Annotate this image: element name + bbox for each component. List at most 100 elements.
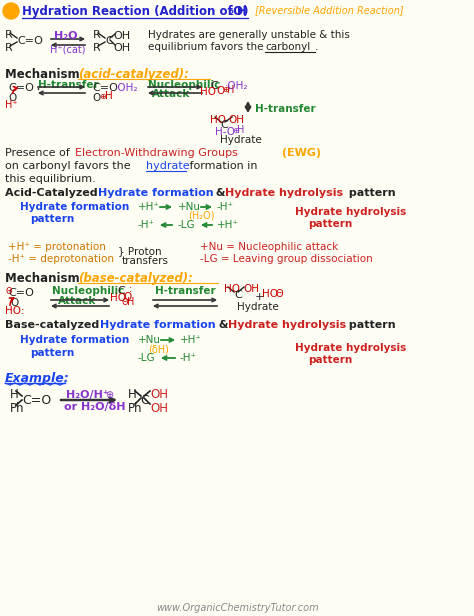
Text: Hydrate formation: Hydrate formation [20,335,129,345]
Text: Ph: Ph [10,402,25,415]
Text: C: C [210,81,218,91]
Text: -H⁺: -H⁺ [138,220,155,230]
Text: O: O [216,86,224,96]
Text: R: R [5,30,13,40]
Text: Hydrate formation: Hydrate formation [100,320,216,330]
Text: C=O: C=O [22,394,51,407]
Text: equilibrium favors the: equilibrium favors the [148,42,264,52]
Text: Θ: Θ [6,287,13,296]
Text: HO:: HO: [5,306,25,316]
Text: +H⁺ = protonation: +H⁺ = protonation [8,242,106,252]
Text: on carbonyl favors the: on carbonyl favors the [5,161,134,171]
Text: transfers: transfers [122,256,169,266]
Text: OH: OH [150,402,168,415]
Circle shape [3,3,19,19]
Text: pattern: pattern [30,348,74,358]
Text: HO: HO [224,284,240,294]
Text: O: O [123,292,131,302]
Text: Mechanism: Mechanism [5,68,84,81]
Text: R: R [93,43,101,53]
Text: Hydration Reaction (Addition of H: Hydration Reaction (Addition of H [22,5,247,18]
Text: H-transfer: H-transfer [255,104,316,114]
Text: Attack: Attack [152,89,191,99]
Text: ⊕: ⊕ [99,92,106,101]
Text: OH: OH [150,388,168,401]
Text: H-transfer: H-transfer [155,286,216,296]
Text: H₂O: H₂O [54,31,78,41]
Text: Hydrates are generally unstable & this: Hydrates are generally unstable & this [148,30,350,40]
Text: Hydrate: Hydrate [237,302,279,312]
Text: -H⁺ = deprotonation: -H⁺ = deprotonation [8,254,114,264]
Text: (acid-catalyzed):: (acid-catalyzed): [78,68,189,81]
Text: Mechanism: Mechanism [5,272,84,285]
Text: Nucleophilic: Nucleophilic [52,286,124,296]
Text: H: H [105,91,113,101]
Text: C: C [117,286,125,296]
Text: H: H [10,388,19,401]
Text: H: H [127,297,134,307]
Text: Hydrate formation: Hydrate formation [20,202,129,212]
Text: :: : [129,284,132,294]
Text: &: & [215,320,232,330]
Text: ⊕: ⊕ [105,390,113,400]
Text: -H⁺: -H⁺ [180,353,197,363]
Text: +Nu = Nucleophilic attack: +Nu = Nucleophilic attack [200,242,338,252]
Text: +H⁺: +H⁺ [138,202,160,212]
Text: Θ: Θ [276,289,283,299]
Text: O: O [8,93,16,103]
Text: www.OrganicChemistryTutor.com: www.OrganicChemistryTutor.com [155,603,319,613]
Text: H: H [128,388,137,401]
Text: C: C [140,394,149,407]
Text: OH: OH [113,31,130,41]
Text: HO: HO [200,87,216,97]
Text: Θ: Θ [122,298,128,307]
Text: Ph: Ph [128,402,143,415]
Text: ⊕: ⊕ [232,126,239,135]
Text: Hydrate hydrolysis: Hydrate hydrolysis [225,188,343,198]
Text: C=O: C=O [92,83,118,93]
Text: Nucleophilic: Nucleophilic [148,80,220,90]
Text: Example:: Example: [5,372,70,385]
Text: pattern: pattern [30,214,74,224]
Text: 7: 7 [7,6,15,16]
Text: Hydrate hydrolysis: Hydrate hydrolysis [295,343,406,353]
Text: +Nu: +Nu [138,335,161,345]
Text: -LG: -LG [178,220,196,230]
Text: &: & [212,188,229,198]
Text: +H⁺: +H⁺ [217,220,239,230]
Text: OH: OH [113,43,130,53]
Text: HO: HO [110,293,126,303]
Text: O: O [10,298,18,308]
Text: H⁺(cat): H⁺(cat) [50,44,85,54]
Text: or H₂O/δH: or H₂O/δH [64,402,126,412]
Text: pattern: pattern [345,320,396,330]
Text: (base-catalyzed):: (base-catalyzed): [78,272,193,285]
Text: Hydrate hydrolysis: Hydrate hydrolysis [228,320,346,330]
Text: C: C [105,36,113,46]
Text: C: C [220,120,228,130]
Text: +: + [255,292,264,302]
Text: Hydrate hydrolysis: Hydrate hydrolysis [295,207,406,217]
Text: pattern: pattern [308,355,352,365]
Text: Presence of: Presence of [5,148,73,158]
Text: -H⁺: -H⁺ [217,202,234,212]
Text: OH: OH [228,115,244,125]
Text: H-transfer: H-transfer [38,80,99,90]
Text: -LG = Leaving group dissociation: -LG = Leaving group dissociation [200,254,373,264]
Text: HO: HO [210,115,226,125]
Text: this equilibrium.: this equilibrium. [5,174,96,184]
Text: R: R [5,43,13,53]
Text: [Reversible Addition Reaction]: [Reversible Addition Reaction] [255,5,404,15]
Text: (EWG): (EWG) [278,148,321,158]
Text: (H₂O): (H₂O) [188,210,215,220]
Text: Hydrate: Hydrate [220,135,262,145]
Text: H⁺: H⁺ [5,100,18,110]
Text: ·OH₂: ·OH₂ [225,81,248,91]
Text: H-O: H-O [215,127,235,137]
Text: +Nu: +Nu [178,202,201,212]
Text: pattern: pattern [345,188,396,198]
Text: C=O: C=O [8,288,34,298]
Text: ₂O): ₂O) [228,5,248,18]
Text: pattern: pattern [308,219,352,229]
Text: C: C [234,290,242,300]
